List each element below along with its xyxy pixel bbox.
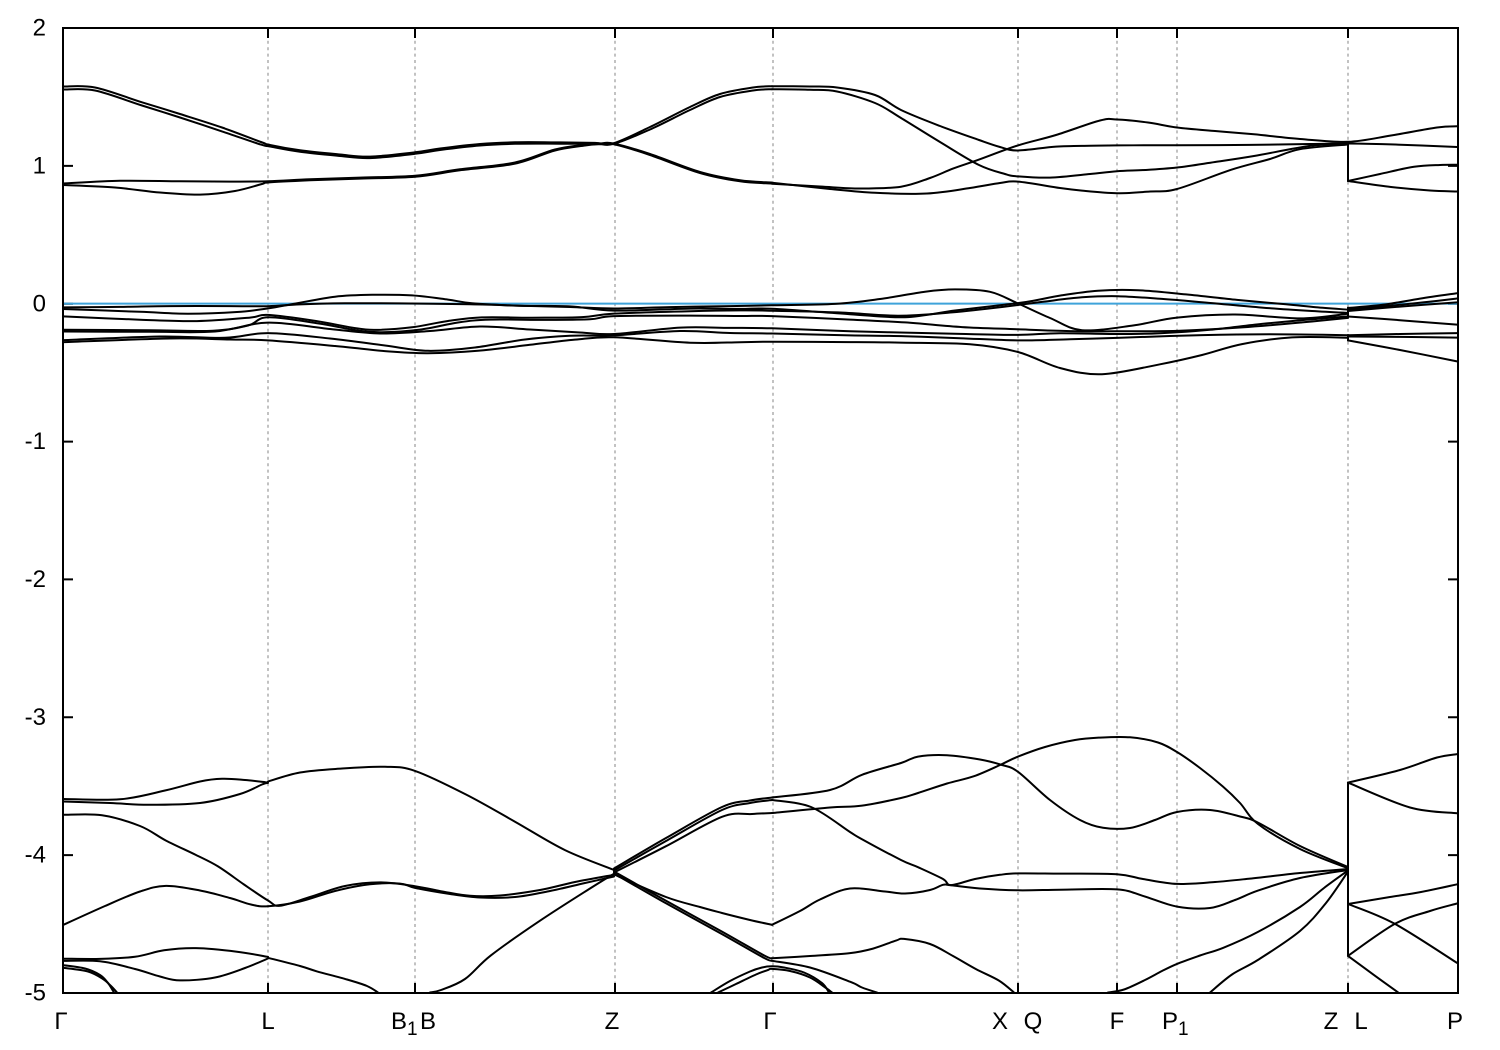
svg-text:2: 2 (33, 15, 46, 42)
svg-text:Γ: Γ (763, 1008, 776, 1035)
svg-text:L: L (1354, 1008, 1367, 1035)
svg-text:-5: -5 (25, 980, 46, 1007)
svg-text:Z: Z (1324, 1008, 1339, 1035)
svg-text:-3: -3 (25, 704, 46, 731)
svg-text:1: 1 (33, 153, 46, 180)
svg-text:L: L (261, 1008, 274, 1035)
svg-text:-4: -4 (25, 842, 46, 869)
svg-text:F: F (1110, 1008, 1125, 1035)
svg-text:0: 0 (33, 290, 46, 317)
svg-text:-2: -2 (25, 566, 46, 593)
svg-text:P: P (1447, 1008, 1463, 1035)
svg-text:Γ: Γ (54, 1008, 67, 1035)
svg-text:-1: -1 (25, 428, 46, 455)
svg-text:Q: Q (1024, 1008, 1043, 1035)
svg-text:Z: Z (605, 1008, 620, 1035)
svg-text:B: B (420, 1008, 436, 1035)
svg-text:X: X (992, 1008, 1008, 1035)
